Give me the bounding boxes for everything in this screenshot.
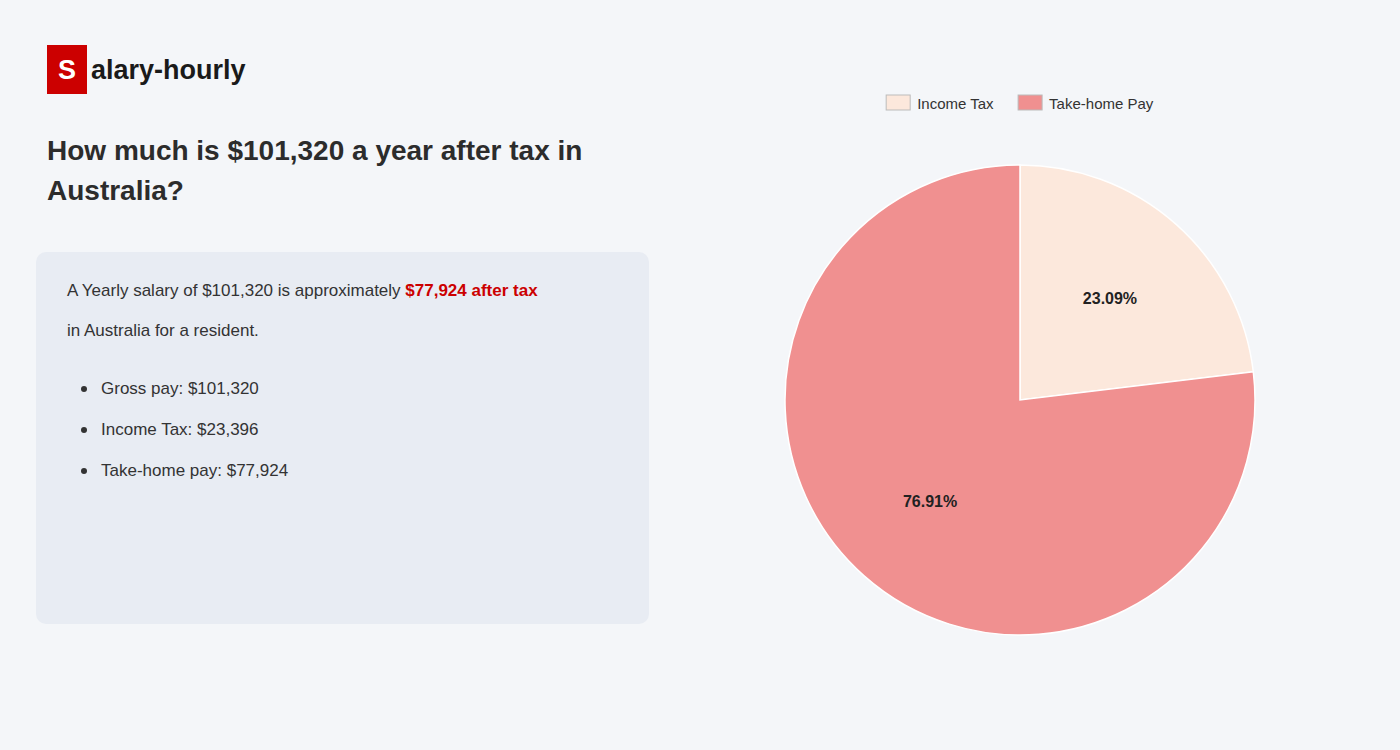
brand-box [47, 45, 87, 94]
text-panel: Salary-hourly How much is $101,320 a year… [36, 45, 649, 624]
info-box [36, 252, 649, 624]
bullet-item: Gross pay: $101,320 [101, 379, 259, 398]
legend-swatch [886, 95, 910, 110]
chart-root: Salary-hourly How much is $101,320 a year… [0, 0, 1400, 750]
pie [785, 165, 1255, 635]
chart-title: How much is $101,320 a year after tax in… [47, 135, 582, 206]
summary-highlight: $77,924 after tax [405, 281, 538, 300]
bullet-item: Take-home pay: $77,924 [101, 461, 288, 480]
bullet-dot [81, 468, 87, 474]
legend-item: Income Tax [886, 95, 994, 112]
legend: Income Tax Take-home Pay [886, 95, 1154, 112]
bullet-item: Income Tax: $23,396 [101, 420, 259, 439]
data-label: 76.91% [903, 493, 957, 510]
data-label: 23.09% [1083, 290, 1137, 307]
background [0, 0, 1400, 750]
summary-text: in Australia for a resident. [67, 321, 259, 340]
bullet-dot [81, 386, 87, 392]
data-labels: 23.09% 76.91% [903, 290, 1137, 510]
bullet-dot [81, 427, 87, 433]
pie-slice [1020, 165, 1253, 400]
summary-text: A Yearly salary of $101,320 is approxima… [67, 281, 405, 300]
legend-label: Take-home Pay [1049, 95, 1154, 112]
legend-swatch [1018, 95, 1042, 110]
legend-label: Income Tax [917, 95, 994, 112]
pie-slice [785, 165, 1255, 635]
brand-name: alary-hourly [91, 55, 246, 85]
brand-letter: S [58, 55, 76, 85]
legend-item: Take-home Pay [1018, 95, 1154, 112]
